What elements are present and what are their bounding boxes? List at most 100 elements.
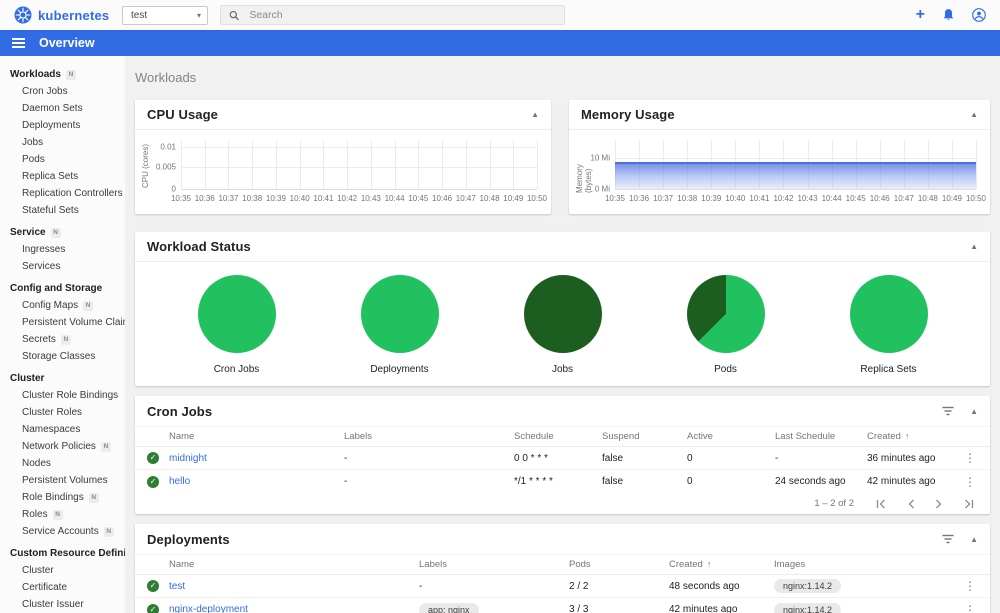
- kubernetes-helm-icon: [14, 6, 32, 24]
- sidebar-item-certificate[interactable]: Certificate: [10, 579, 117, 596]
- chevron-up-icon: ▲: [970, 534, 978, 544]
- sidebar-item-secrets[interactable]: Secrets N: [10, 331, 117, 348]
- namespaced-badge: N: [65, 69, 76, 80]
- sidebar-item-label: Namespaces: [22, 424, 81, 435]
- sidebar-item-cluster-issuer[interactable]: Cluster Issuer: [10, 596, 117, 613]
- previous-page-button[interactable]: [907, 499, 915, 509]
- resource-link[interactable]: midnight: [169, 452, 207, 464]
- sidebar-item-roles[interactable]: Roles N: [10, 506, 117, 523]
- row-actions-button[interactable]: ⋮: [964, 579, 976, 593]
- next-page-button[interactable]: [935, 499, 943, 509]
- x-tick-label: 10:48: [917, 194, 938, 203]
- sidebar-item-config-maps[interactable]: Config Maps N: [10, 297, 117, 314]
- column-header-active[interactable]: Active: [687, 431, 713, 442]
- column-header-labels[interactable]: Labels: [419, 559, 447, 570]
- search-input[interactable]: [249, 9, 556, 21]
- resource-link[interactable]: hello: [169, 476, 191, 487]
- sidebar-item-service[interactable]: Service N: [10, 223, 117, 241]
- column-header-created[interactable]: Created ↑: [669, 559, 712, 570]
- collapse-card-button[interactable]: ▲: [970, 535, 978, 544]
- pagination-range: 1 – 2 of 2: [814, 498, 854, 509]
- column-header-labels[interactable]: Labels: [344, 431, 372, 442]
- tooltip-value: 36 minutes ago: [867, 452, 936, 464]
- sidebar-item-ingresses[interactable]: Ingresses: [10, 241, 117, 258]
- last-page-button[interactable]: [963, 499, 974, 509]
- cell-labels: -: [419, 580, 423, 592]
- notifications-button[interactable]: [942, 8, 955, 22]
- sidebar-item-replication-controllers[interactable]: Replication Controllers: [10, 185, 123, 202]
- collapse-card-button[interactable]: ▲: [531, 110, 539, 119]
- column-header-images[interactable]: Images: [774, 559, 806, 570]
- sidebar-item-stateful-sets[interactable]: Stateful Sets: [10, 202, 117, 219]
- sidebar-item-daemon-sets[interactable]: Daemon Sets: [10, 100, 117, 117]
- collapse-card-button[interactable]: ▲: [970, 407, 978, 416]
- cell-active: 0: [687, 476, 693, 487]
- sidebar-item-cluster[interactable]: Cluster: [10, 369, 117, 387]
- column-header-suspend[interactable]: Suspend: [602, 431, 640, 442]
- x-tick-label: 10:41: [749, 194, 770, 203]
- account-button[interactable]: [972, 8, 986, 22]
- sidebar-item-cluster-roles[interactable]: Cluster Roles: [10, 404, 117, 421]
- sidebar-item-role-bindings[interactable]: Role Bindings N: [10, 489, 117, 506]
- row-actions-button[interactable]: ⋮: [962, 603, 978, 613]
- sidebar-item-network-policies[interactable]: Network Policies N: [10, 438, 117, 455]
- sidebar-item-label: Nodes: [22, 458, 51, 469]
- sidebar-item-cluster-role-bindings[interactable]: Cluster Role Bindings: [10, 387, 118, 404]
- column-header-pods[interactable]: Pods: [569, 559, 591, 570]
- cell-created: 48 seconds ago: [669, 580, 774, 592]
- cell-suspend: false: [602, 476, 624, 487]
- y-tick-label: 0: [171, 184, 176, 194]
- column-header-name[interactable]: Name: [169, 559, 195, 570]
- sidebar-item-label: Config and Storage: [10, 283, 103, 294]
- sidebar-item-storage-classes[interactable]: Storage Classes: [10, 348, 117, 365]
- x-tick-label: 10:35: [604, 194, 626, 203]
- filter-button[interactable]: [942, 534, 954, 544]
- label-chip: app: nginx: [419, 602, 479, 613]
- sidebar-item-services[interactable]: Services: [10, 258, 117, 275]
- resource-link[interactable]: test: [169, 580, 186, 592]
- memory-card-title: Memory Usage: [581, 107, 675, 122]
- sidebar-item-namespaces[interactable]: Namespaces: [10, 421, 117, 438]
- sidebar-item-config-and-storage[interactable]: Config and Storage: [10, 279, 117, 297]
- column-header-last-schedule[interactable]: Last Schedule: [775, 431, 836, 442]
- workload-status-replica-sets: Replica Sets: [807, 275, 970, 375]
- menu-button[interactable]: [12, 37, 25, 49]
- collapse-card-button[interactable]: ▲: [970, 110, 978, 119]
- x-tick-label: 10:40: [725, 194, 746, 203]
- column-header-schedule[interactable]: Schedule: [514, 431, 554, 442]
- sidebar-item-nodes[interactable]: Nodes: [10, 455, 117, 472]
- sidebar-item-persistent-volumes[interactable]: Persistent Volumes: [10, 472, 117, 489]
- sidebar-item-workloads[interactable]: Workloads N: [10, 65, 117, 83]
- column-header-name[interactable]: Name: [169, 431, 195, 442]
- first-page-button[interactable]: [876, 499, 887, 509]
- sidebar-item-persistent-volume-claims[interactable]: Persistent Volume ClaimsN: [10, 314, 125, 331]
- sidebar-item-deployments[interactable]: Deployments: [10, 117, 117, 134]
- y-tick-label: 10 Mi: [590, 153, 610, 163]
- search-bar[interactable]: [220, 5, 565, 25]
- sidebar-item-jobs[interactable]: Jobs: [10, 134, 117, 151]
- row-actions-button[interactable]: ⋮: [964, 474, 976, 489]
- workload-status-title: Workload Status: [147, 239, 251, 254]
- namespaced-badge: N: [100, 441, 111, 452]
- memory-usage-area: [615, 162, 976, 189]
- sidebar-item-replica-sets[interactable]: Replica Sets: [10, 168, 117, 185]
- sidebar-item-pods[interactable]: Pods: [10, 151, 117, 168]
- pie-chart-cron-jobs: [197, 275, 276, 353]
- resource-link[interactable]: nginx-deployment: [169, 604, 248, 613]
- namespaced-badge: N: [50, 227, 61, 238]
- filter-button[interactable]: [942, 406, 954, 416]
- column-header-created[interactable]: Created ↑: [867, 431, 910, 442]
- chevron-down-icon: ▾: [196, 10, 201, 20]
- sidebar-item-cron-jobs[interactable]: Cron Jobs: [10, 83, 117, 100]
- collapse-card-button[interactable]: ▲: [970, 242, 978, 251]
- namespace-selector[interactable]: test ▾: [122, 5, 208, 25]
- kubernetes-logo[interactable]: kubernetes: [14, 6, 122, 24]
- create-resource-button[interactable]: +: [915, 6, 925, 23]
- sidebar-item-custom-resource-definitions[interactable]: Custom Resource Definitions: [10, 544, 125, 562]
- sidebar-item-label: Cluster: [10, 373, 45, 384]
- deployments-title: Deployments: [147, 531, 230, 547]
- cell-pods: 3 / 3: [569, 604, 589, 613]
- sidebar-item-service-accounts[interactable]: Service Accounts N: [10, 523, 117, 540]
- sidebar-item-cluster[interactable]: Cluster: [10, 562, 117, 579]
- row-actions-button[interactable]: ⋮: [964, 451, 976, 465]
